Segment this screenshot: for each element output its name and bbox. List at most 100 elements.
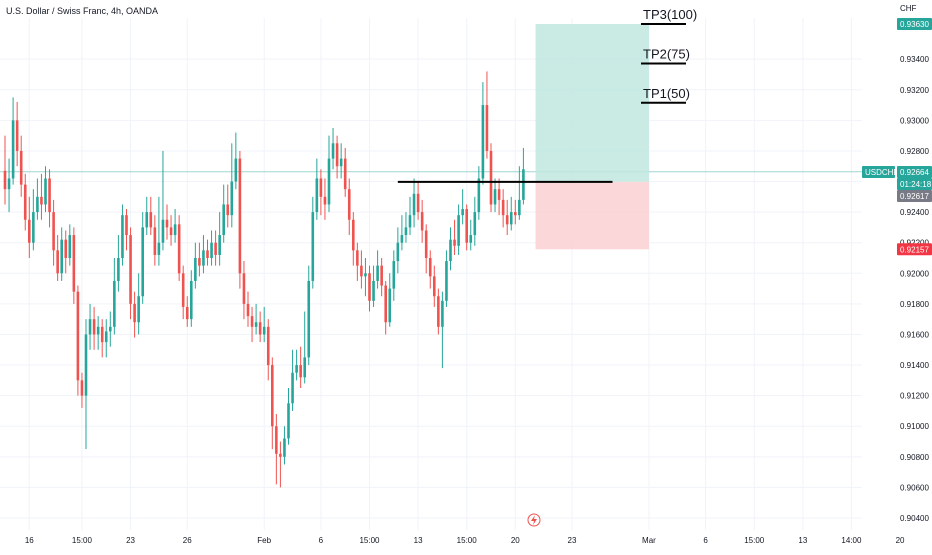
candle-body <box>295 365 298 373</box>
candle-body <box>23 184 27 220</box>
candle-body <box>307 280 311 358</box>
grid-layer <box>0 18 901 530</box>
candle-body <box>19 150 23 185</box>
candle-body <box>339 158 343 167</box>
candle-body <box>3 170 7 190</box>
candle-body <box>149 212 153 228</box>
candle-body <box>56 250 59 274</box>
candle-body <box>88 319 92 335</box>
candle-body <box>388 288 392 323</box>
candle-body <box>509 212 513 225</box>
y-tick-label: 0.91000 <box>900 422 929 431</box>
candle-body <box>92 319 96 335</box>
candle-body <box>141 227 144 297</box>
candle-body <box>376 265 379 281</box>
candle-body <box>64 239 68 258</box>
symbol-badge: USDCHF <box>865 168 898 177</box>
candle-body <box>420 212 424 231</box>
candle-body <box>275 426 278 454</box>
candle-body <box>194 258 197 281</box>
candle-body <box>433 276 436 297</box>
currency-label: CHF <box>900 4 917 13</box>
candle-body <box>428 258 432 277</box>
candle-body <box>380 265 383 286</box>
candle-body <box>40 196 43 205</box>
candle-body <box>177 224 181 274</box>
price-axis[interactable]: CHF 0.90400 0.90600 0.90800 0.91000 0.91200 0.… <box>862 0 932 550</box>
candle-body <box>315 178 319 213</box>
candle-body <box>469 235 473 243</box>
candle-body <box>481 105 485 179</box>
candle-body <box>424 230 428 258</box>
candle-body <box>473 212 477 236</box>
target-price-badge-bg <box>897 18 932 30</box>
countdown-badge-bg <box>897 178 932 190</box>
y-tick-label: 0.90600 <box>900 483 929 492</box>
candle-body <box>404 227 408 236</box>
candle-body <box>7 178 11 190</box>
candle-body <box>343 158 347 190</box>
candle-body <box>222 204 225 236</box>
candle-body <box>226 204 230 216</box>
candle-body <box>368 273 371 301</box>
candle-body <box>392 261 396 289</box>
candle-body <box>76 291 80 381</box>
candle-body <box>80 380 84 396</box>
time-axis[interactable]: 16 15:00 23 26 Feb 6 15:00 13 15:00 20 23 Mar 6 15:00… <box>0 531 905 550</box>
candle-body <box>437 296 440 327</box>
candle-body <box>445 261 448 301</box>
lightning-icon <box>531 515 537 525</box>
candle-body <box>96 326 100 335</box>
candle-body <box>323 196 327 205</box>
candle-body <box>242 273 246 304</box>
y-tick-label: 0.91800 <box>900 300 929 309</box>
profit-zone <box>535 24 649 182</box>
x-tick-label: 20 <box>896 536 905 545</box>
x-tick-label: 23 <box>126 536 135 545</box>
candle-body <box>206 250 209 258</box>
y-tick-label: 0.91200 <box>900 392 929 401</box>
candle-body <box>161 219 165 243</box>
stop-price-badge: 0.92157 <box>900 245 929 254</box>
candle-body <box>331 143 335 159</box>
y-tick-label: 0.92400 <box>900 208 929 217</box>
target-price-badge: 0.93630 <box>900 20 929 29</box>
price-axis-bg <box>862 0 932 550</box>
candle-body <box>117 258 120 281</box>
x-tick-label: 14:00 <box>841 536 862 545</box>
candle-body <box>457 215 460 246</box>
candle-body <box>396 242 400 262</box>
y-tick-label: 0.92800 <box>900 147 929 156</box>
candle-body <box>262 326 266 335</box>
candle-body <box>303 357 306 378</box>
y-tick-label: 0.91400 <box>900 361 929 370</box>
candle-body <box>169 227 173 236</box>
candle-body <box>72 235 76 292</box>
countdown-badge: 01:24:18 <box>900 180 932 189</box>
candle-body <box>202 250 205 266</box>
candles-layer <box>3 71 525 488</box>
candle-body <box>173 224 177 236</box>
candle-body <box>153 227 157 255</box>
candle-body <box>372 280 375 301</box>
x-tick-label: Mar <box>642 536 656 545</box>
candle-body <box>522 169 525 200</box>
candle-body <box>84 334 88 396</box>
candle-body <box>319 178 323 197</box>
candle-body <box>113 280 116 327</box>
candle-body <box>100 326 104 343</box>
x-tick-label: 6 <box>703 536 708 545</box>
candle-body <box>210 242 213 258</box>
candle-body <box>185 306 189 320</box>
chart-title: U.S. Dollar / Swiss Franc, 4h, OANDA <box>6 6 159 16</box>
candle-body <box>497 189 501 200</box>
candle-body <box>133 303 136 323</box>
candle-body <box>121 215 124 258</box>
candle-body <box>287 403 290 439</box>
candle-body <box>218 235 221 255</box>
candle-body <box>335 143 339 167</box>
candle-body <box>11 120 15 179</box>
candle-body <box>137 296 140 323</box>
